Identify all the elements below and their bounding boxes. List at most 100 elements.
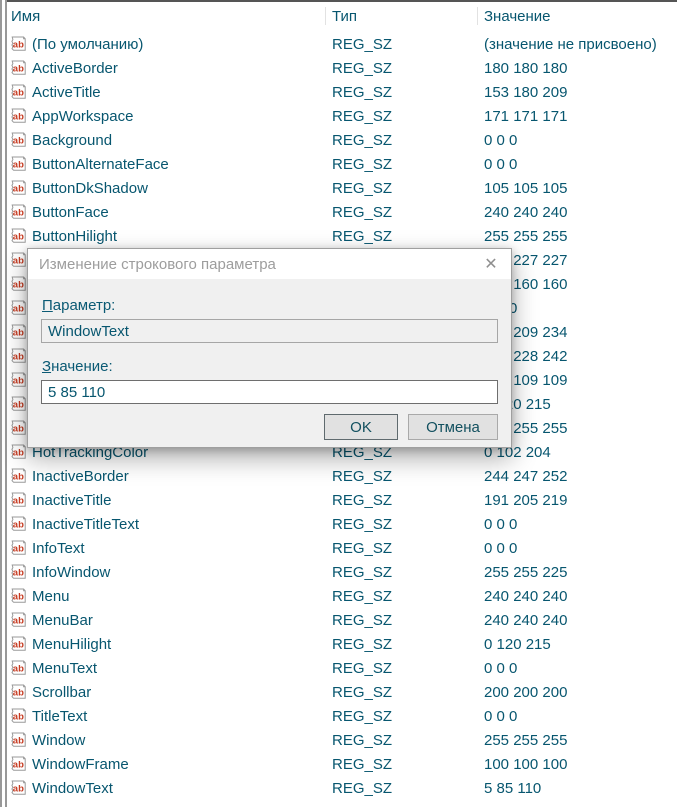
svg-text:ab: ab <box>13 520 24 531</box>
row-value: 255 255 255 <box>484 731 568 749</box>
dialog-titlebar[interactable]: Изменение строкового параметра ✕ <box>28 249 511 279</box>
splitter-line <box>0 0 2 807</box>
table-row[interactable]: ab InactiveTitle REG_SZ 191 205 219 <box>7 488 677 512</box>
row-name: MenuBar <box>32 611 93 629</box>
svg-text:ab: ab <box>13 112 24 123</box>
svg-text:ab: ab <box>13 688 24 699</box>
splitter-line <box>5 0 7 807</box>
table-row[interactable]: ab InactiveBorder REG_SZ 244 247 252 <box>7 464 677 488</box>
table-row[interactable]: ab InactiveTitleText REG_SZ 0 0 0 <box>7 512 677 536</box>
string-value-icon: ab <box>9 540 28 556</box>
table-row[interactable]: ab ButtonHilight REG_SZ 255 255 255 <box>7 224 677 248</box>
row-name: WindowFrame <box>32 755 129 773</box>
table-row[interactable]: ab ActiveBorder REG_SZ 180 180 180 <box>7 56 677 80</box>
row-value: 160 160 160 <box>484 275 568 293</box>
string-value-icon: ab <box>9 252 28 268</box>
param-label: Параметр: <box>42 297 116 314</box>
row-type: REG_SZ <box>332 635 393 653</box>
svg-text:ab: ab <box>13 280 24 291</box>
row-type: REG_SZ <box>332 683 393 701</box>
row-value: 0 120 215 <box>484 635 551 653</box>
string-value-icon: ab <box>9 708 28 724</box>
cancel-button[interactable]: Отмена <box>408 414 498 440</box>
row-type: REG_SZ <box>332 539 393 557</box>
string-value-icon: ab <box>9 660 28 676</box>
row-value: 180 180 180 <box>484 59 568 77</box>
row-type: REG_SZ <box>332 59 393 77</box>
ok-button[interactable]: OK <box>324 414 398 440</box>
row-name: TitleText <box>32 707 88 725</box>
value-label: Значение: <box>42 358 113 375</box>
row-value: 0 0 0 <box>484 299 518 317</box>
table-row[interactable]: ab MenuBar REG_SZ 240 240 240 <box>7 608 677 632</box>
table-row[interactable]: ab MenuText REG_SZ 0 0 0 <box>7 656 677 680</box>
row-value: 100 100 100 <box>484 755 568 773</box>
string-value-icon: ab <box>9 636 28 652</box>
table-row[interactable]: ab WindowText REG_SZ 5 85 110 <box>7 776 677 800</box>
column-separator[interactable] <box>325 7 326 25</box>
row-name: MenuText <box>32 659 98 677</box>
string-value-icon: ab <box>9 396 28 412</box>
table-row[interactable]: ab ActiveTitle REG_SZ 153 180 209 <box>7 80 677 104</box>
column-separator[interactable] <box>477 7 478 25</box>
table-row[interactable]: ab TitleText REG_SZ 0 0 0 <box>7 704 677 728</box>
table-row[interactable]: ab Background REG_SZ 0 0 0 <box>7 128 677 152</box>
table-row[interactable]: ab MenuHilight REG_SZ 0 120 215 <box>7 632 677 656</box>
dialog-buttons: OK Отмена <box>41 414 498 440</box>
string-value-icon: ab <box>9 108 28 124</box>
row-name: (По умолчанию) <box>32 35 144 53</box>
column-header-name[interactable]: Имя <box>11 7 41 25</box>
table-row[interactable]: ab Scrollbar REG_SZ 200 200 200 <box>7 680 677 704</box>
string-value-icon: ab <box>9 300 28 316</box>
row-type: REG_SZ <box>332 515 393 533</box>
row-name: InfoText <box>32 539 85 557</box>
row-type: REG_SZ <box>332 707 393 725</box>
row-type: REG_SZ <box>332 563 393 581</box>
row-value: 255 255 255 <box>484 419 568 437</box>
table-row[interactable]: ab ButtonFace REG_SZ 240 240 240 <box>7 200 677 224</box>
row-name: ActiveBorder <box>32 59 118 77</box>
svg-text:ab: ab <box>13 400 24 411</box>
string-value-icon: ab <box>9 756 28 772</box>
string-value-icon: ab <box>9 684 28 700</box>
pane-splitter[interactable] <box>0 0 7 807</box>
close-icon[interactable]: ✕ <box>484 256 498 273</box>
param-name-field[interactable] <box>41 319 498 343</box>
string-value-icon: ab <box>9 492 28 508</box>
string-value-icon: ab <box>9 348 28 364</box>
string-value-icon: ab <box>9 180 28 196</box>
table-row[interactable]: ab (По умолчанию) REG_SZ (значение не пр… <box>7 32 677 56</box>
table-row[interactable]: ab ButtonDkShadow REG_SZ 105 105 105 <box>7 176 677 200</box>
string-value-icon: ab <box>9 84 28 100</box>
row-type: REG_SZ <box>332 755 393 773</box>
svg-text:ab: ab <box>13 760 24 771</box>
string-value-icon: ab <box>9 132 28 148</box>
string-value-icon: ab <box>9 732 28 748</box>
svg-text:ab: ab <box>13 736 24 747</box>
table-row[interactable]: ab WindowFrame REG_SZ 100 100 100 <box>7 752 677 776</box>
row-value: (значение не присвоено) <box>484 35 657 53</box>
table-row[interactable]: ab InfoWindow REG_SZ 255 255 225 <box>7 560 677 584</box>
row-name: ButtonHilight <box>32 227 118 245</box>
row-name: ButtonAlternateFace <box>32 155 169 173</box>
table-row[interactable]: ab Window REG_SZ 255 255 255 <box>7 728 677 752</box>
row-value: 0 0 0 <box>484 539 518 557</box>
row-type: REG_SZ <box>332 611 393 629</box>
table-row[interactable]: ab AppWorkspace REG_SZ 171 171 171 <box>7 104 677 128</box>
table-row[interactable]: ab InfoText REG_SZ 0 0 0 <box>7 536 677 560</box>
row-type: REG_SZ <box>332 491 393 509</box>
svg-text:ab: ab <box>13 64 24 75</box>
row-name: WindowText <box>32 779 113 797</box>
string-value-icon: ab <box>9 516 28 532</box>
table-row[interactable]: ab Menu REG_SZ 240 240 240 <box>7 584 677 608</box>
svg-text:ab: ab <box>13 616 24 627</box>
string-value-icon: ab <box>9 468 28 484</box>
row-name: MenuHilight <box>32 635 112 653</box>
svg-text:ab: ab <box>13 328 24 339</box>
value-input[interactable] <box>41 380 498 404</box>
row-name: AppWorkspace <box>32 107 134 125</box>
column-header-value[interactable]: Значение <box>484 7 551 25</box>
column-header-type[interactable]: Тип <box>332 7 358 25</box>
table-row[interactable]: ab ButtonAlternateFace REG_SZ 0 0 0 <box>7 152 677 176</box>
